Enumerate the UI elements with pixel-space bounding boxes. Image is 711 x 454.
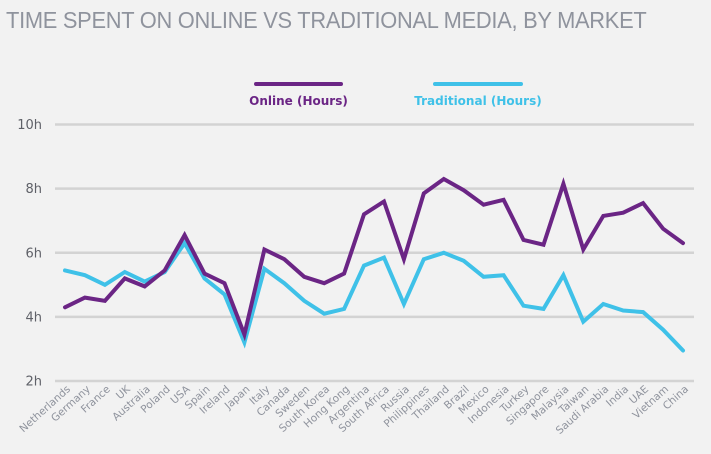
legend-label: Traditional (Hours)	[414, 94, 541, 108]
y-tick-label: 2h	[25, 375, 42, 390]
legend-item-online: Online (Hours)	[249, 82, 348, 108]
y-axis-ticks: 2h 4h 6h 8h 10h	[17, 118, 42, 390]
legend-item-traditional: Traditional (Hours)	[414, 82, 542, 108]
chart-title: TIME SPENT ON ONLINE VS TRADITIONAL MEDI…	[6, 7, 647, 33]
series-line-traditional	[63, 239, 685, 353]
series-line-online	[63, 176, 685, 342]
gridlines	[55, 123, 694, 383]
y-tick-label: 6h	[25, 246, 42, 261]
legend: Online (Hours) Traditional (Hours)	[249, 82, 542, 108]
series-lines	[63, 176, 685, 353]
y-tick-label: 8h	[25, 182, 42, 197]
legend-label: Online (Hours)	[249, 94, 348, 108]
y-tick-label: 4h	[25, 310, 42, 325]
y-tick-label: 10h	[17, 118, 42, 133]
